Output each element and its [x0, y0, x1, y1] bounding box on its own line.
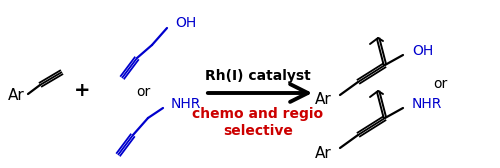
- Text: OH: OH: [175, 16, 196, 30]
- Text: Ar: Ar: [316, 92, 332, 107]
- Text: NHR: NHR: [171, 97, 202, 111]
- Text: or: or: [433, 77, 447, 91]
- Text: OH: OH: [412, 44, 433, 58]
- Text: or: or: [136, 85, 150, 99]
- Text: selective: selective: [223, 124, 293, 138]
- Text: NHR: NHR: [412, 97, 442, 111]
- Text: chemo and regio: chemo and regio: [192, 107, 324, 121]
- Text: Ar: Ar: [316, 145, 332, 160]
- Text: Rh(I) catalyst: Rh(I) catalyst: [205, 69, 311, 83]
- Text: Ar: Ar: [8, 88, 25, 102]
- Text: +: +: [74, 80, 90, 99]
